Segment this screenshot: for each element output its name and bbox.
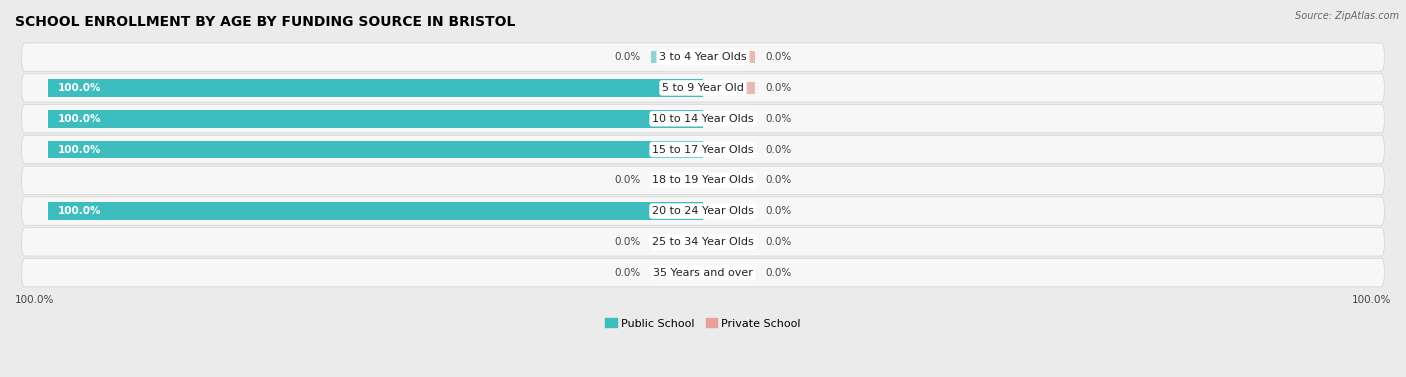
Text: 35 Years and over: 35 Years and over xyxy=(652,268,754,278)
FancyBboxPatch shape xyxy=(21,197,1385,225)
Bar xyxy=(651,236,703,248)
Text: 100.0%: 100.0% xyxy=(15,295,55,305)
Bar xyxy=(703,267,755,279)
Bar xyxy=(651,175,703,186)
Bar xyxy=(703,205,755,217)
Text: 10 to 14 Year Olds: 10 to 14 Year Olds xyxy=(652,114,754,124)
Bar xyxy=(703,144,755,155)
Bar xyxy=(651,51,703,63)
Text: 0.0%: 0.0% xyxy=(765,83,792,93)
Text: 0.0%: 0.0% xyxy=(614,175,641,185)
FancyBboxPatch shape xyxy=(21,166,1385,195)
FancyBboxPatch shape xyxy=(21,104,1385,133)
Text: 100.0%: 100.0% xyxy=(58,114,101,124)
Bar xyxy=(48,79,703,97)
Legend: Public School, Private School: Public School, Private School xyxy=(600,314,806,333)
Bar xyxy=(703,113,755,124)
Text: SCHOOL ENROLLMENT BY AGE BY FUNDING SOURCE IN BRISTOL: SCHOOL ENROLLMENT BY AGE BY FUNDING SOUR… xyxy=(15,15,516,29)
FancyBboxPatch shape xyxy=(21,228,1385,256)
Text: 0.0%: 0.0% xyxy=(765,175,792,185)
Text: 5 to 9 Year Old: 5 to 9 Year Old xyxy=(662,83,744,93)
FancyBboxPatch shape xyxy=(21,259,1385,287)
Text: 0.0%: 0.0% xyxy=(765,144,792,155)
FancyBboxPatch shape xyxy=(21,135,1385,164)
Text: 15 to 17 Year Olds: 15 to 17 Year Olds xyxy=(652,144,754,155)
Text: 20 to 24 Year Olds: 20 to 24 Year Olds xyxy=(652,206,754,216)
Text: 0.0%: 0.0% xyxy=(765,237,792,247)
FancyBboxPatch shape xyxy=(21,74,1385,102)
Bar xyxy=(703,175,755,186)
Text: 100.0%: 100.0% xyxy=(1351,295,1391,305)
Text: 3 to 4 Year Olds: 3 to 4 Year Olds xyxy=(659,52,747,62)
Text: 25 to 34 Year Olds: 25 to 34 Year Olds xyxy=(652,237,754,247)
Bar xyxy=(703,82,755,94)
Text: 100.0%: 100.0% xyxy=(58,144,101,155)
Text: 100.0%: 100.0% xyxy=(58,83,101,93)
Text: 0.0%: 0.0% xyxy=(614,268,641,278)
Text: 0.0%: 0.0% xyxy=(765,114,792,124)
Bar xyxy=(651,267,703,279)
Bar xyxy=(703,51,755,63)
Bar xyxy=(48,110,703,128)
FancyBboxPatch shape xyxy=(21,43,1385,71)
Text: 0.0%: 0.0% xyxy=(765,52,792,62)
Text: 100.0%: 100.0% xyxy=(58,206,101,216)
Text: 0.0%: 0.0% xyxy=(765,206,792,216)
Text: Source: ZipAtlas.com: Source: ZipAtlas.com xyxy=(1295,11,1399,21)
Bar xyxy=(703,236,755,248)
Text: 0.0%: 0.0% xyxy=(614,52,641,62)
Text: 0.0%: 0.0% xyxy=(765,268,792,278)
Bar xyxy=(48,141,703,158)
Text: 18 to 19 Year Olds: 18 to 19 Year Olds xyxy=(652,175,754,185)
Bar xyxy=(48,202,703,220)
Text: 0.0%: 0.0% xyxy=(614,237,641,247)
